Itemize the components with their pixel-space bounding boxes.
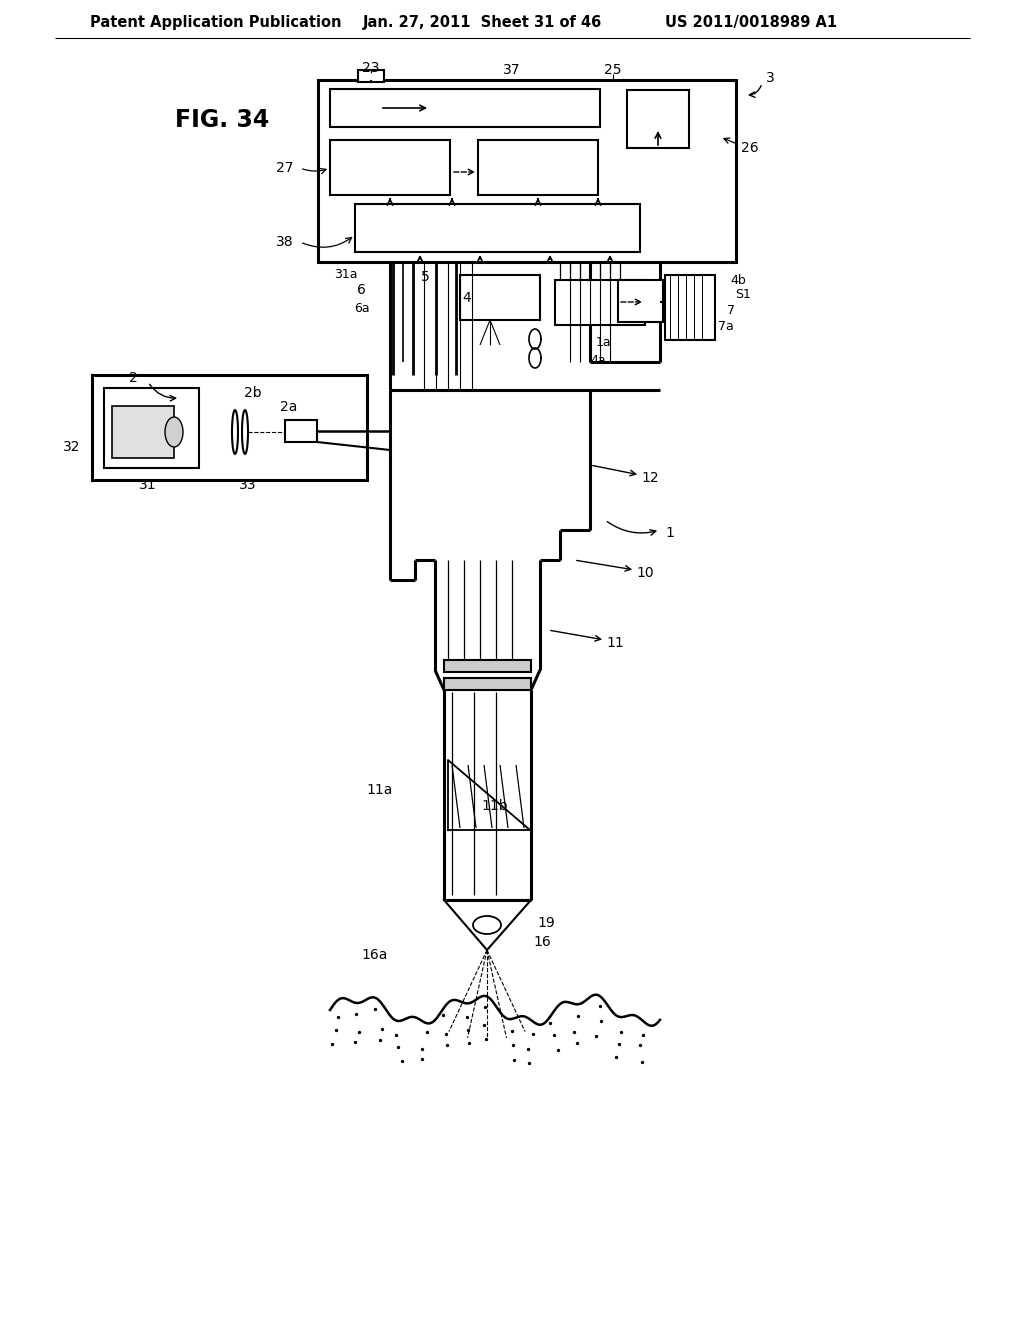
Text: Patent Application Publication: Patent Application Publication — [90, 15, 341, 29]
Text: 7: 7 — [727, 304, 735, 317]
Bar — [618, 280, 663, 322]
Bar — [444, 678, 531, 690]
Text: Jan. 27, 2011  Sheet 31 of 46: Jan. 27, 2011 Sheet 31 of 46 — [362, 15, 602, 29]
Bar — [358, 70, 384, 82]
Text: 1: 1 — [666, 525, 675, 540]
Bar — [555, 280, 645, 325]
Text: 27: 27 — [276, 161, 294, 176]
Ellipse shape — [165, 417, 183, 447]
Bar — [112, 407, 174, 458]
Text: 11b: 11b — [481, 799, 508, 813]
Bar — [104, 388, 199, 469]
Text: 11a: 11a — [367, 783, 393, 797]
Text: 26: 26 — [741, 141, 759, 154]
Text: 6: 6 — [357, 282, 366, 297]
Text: 2: 2 — [129, 371, 137, 385]
Bar — [330, 140, 450, 195]
Text: 31a: 31a — [335, 268, 358, 281]
Text: FIG. 34: FIG. 34 — [175, 108, 269, 132]
Text: 2b: 2b — [244, 385, 262, 400]
Bar — [665, 275, 715, 341]
Text: 16a: 16a — [361, 948, 388, 962]
Text: 37: 37 — [503, 63, 521, 77]
Text: 23: 23 — [362, 61, 380, 75]
Text: 31: 31 — [139, 478, 157, 492]
Text: 25: 25 — [604, 63, 622, 77]
Bar — [478, 140, 598, 195]
Text: 5: 5 — [421, 271, 429, 284]
Text: 19: 19 — [538, 916, 555, 931]
Text: S1: S1 — [735, 289, 751, 301]
Text: 3: 3 — [766, 71, 774, 84]
Text: 4: 4 — [463, 290, 471, 305]
Bar — [627, 90, 689, 148]
Text: 11: 11 — [606, 636, 624, 649]
Bar — [444, 660, 531, 672]
Text: 32: 32 — [62, 440, 80, 454]
Text: 16: 16 — [534, 935, 551, 949]
Bar — [355, 205, 640, 252]
Text: 10: 10 — [636, 566, 653, 579]
Bar — [92, 375, 367, 480]
Text: 33: 33 — [240, 478, 257, 492]
Text: 6a: 6a — [354, 301, 370, 314]
Bar — [330, 88, 600, 127]
Bar — [318, 81, 736, 261]
Text: US 2011/0018989 A1: US 2011/0018989 A1 — [665, 15, 838, 29]
Text: 4b: 4b — [730, 273, 745, 286]
Text: 7a: 7a — [718, 321, 734, 334]
Text: 38: 38 — [276, 235, 294, 249]
Text: 1a: 1a — [596, 335, 611, 348]
Text: 2a: 2a — [281, 400, 298, 414]
Text: 4a: 4a — [590, 354, 605, 367]
Text: 12: 12 — [641, 471, 658, 484]
Bar — [285, 420, 317, 442]
Bar — [460, 275, 540, 319]
